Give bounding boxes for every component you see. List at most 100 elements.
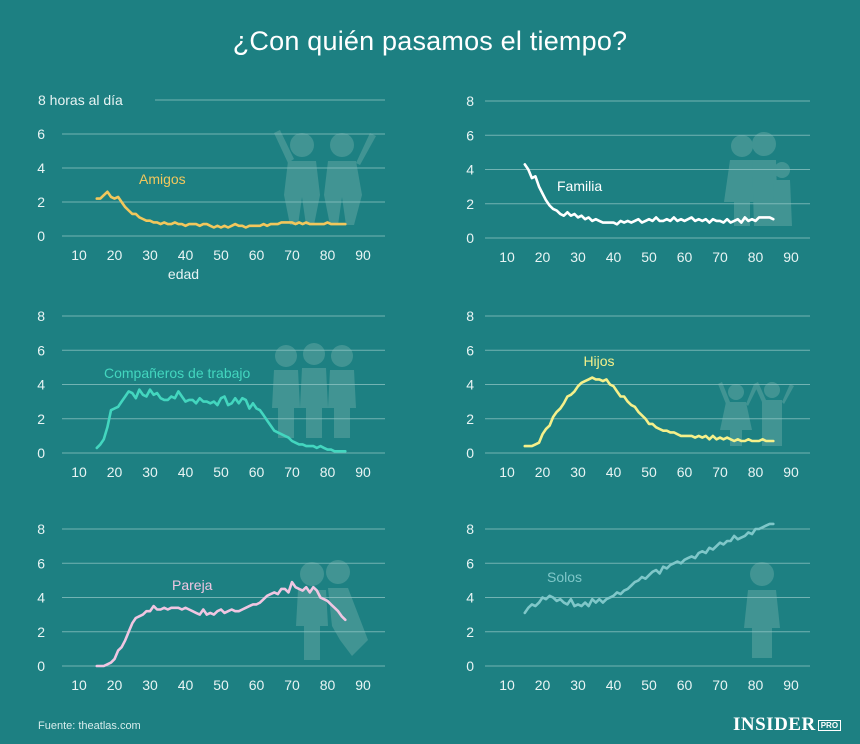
x-tick-label: 70 <box>712 464 728 480</box>
chart-panel-3: 0 2 4 6 8 10 20 30 40 50 60 70 80 90 Compañeros de tra… <box>37 308 385 480</box>
brand-logo: INSIDER PRO <box>733 714 842 736</box>
series-line <box>523 163 775 226</box>
series-label: Solos <box>547 569 582 585</box>
y-tick-label: 2 <box>37 411 45 427</box>
x-tick-label: 20 <box>107 677 123 693</box>
x-tick-label: 70 <box>712 249 728 265</box>
x-tick-label: 80 <box>320 464 336 480</box>
x-tick-label: 50 <box>641 249 657 265</box>
source-note: Fuente: theatlas.com <box>38 720 141 732</box>
y-tick-label: 6 <box>37 342 45 358</box>
x-tick-label: 20 <box>535 677 551 693</box>
series-label: Amigos <box>139 171 186 187</box>
person-icon <box>744 562 780 658</box>
y-tick-label: 4 <box>466 590 474 606</box>
x-tick-label: 50 <box>641 464 657 480</box>
x-tick-label: 90 <box>783 464 799 480</box>
x-tick-label: 30 <box>142 464 158 480</box>
x-tick-label: 40 <box>178 464 194 480</box>
y-tick-label: 0 <box>466 230 474 246</box>
x-tick-label: 30 <box>570 677 586 693</box>
y-tick-label: 2 <box>37 194 45 210</box>
y-axis-label: 8 horas al día <box>38 92 123 108</box>
y-tick-label: 0 <box>466 658 474 674</box>
x-tick-label: 80 <box>748 677 764 693</box>
x-tick-label: 10 <box>499 249 515 265</box>
y-tick-label: 2 <box>466 624 474 640</box>
series-line <box>95 388 347 453</box>
x-tick-label: 70 <box>712 677 728 693</box>
x-tick-label: 10 <box>499 464 515 480</box>
couple-icon <box>296 560 368 660</box>
series-label: Hijos <box>583 353 614 369</box>
family-icon <box>724 132 792 226</box>
x-tick-label: 20 <box>107 247 123 263</box>
x-tick-label: 60 <box>677 464 693 480</box>
y-tick-label: 0 <box>37 445 45 461</box>
children-icon <box>718 382 794 446</box>
x-tick-label: 30 <box>142 677 158 693</box>
series-line <box>523 376 775 448</box>
x-tick-label: 20 <box>535 464 551 480</box>
x-tick-label: 50 <box>213 464 229 480</box>
x-tick-label: 50 <box>213 247 229 263</box>
x-tick-label: 90 <box>783 249 799 265</box>
x-tick-label: 80 <box>320 247 336 263</box>
x-tick-label: 10 <box>71 677 87 693</box>
y-tick-label: 6 <box>37 126 45 142</box>
y-tick-label: 0 <box>37 228 45 244</box>
series-label: Familia <box>557 178 602 194</box>
y-tick-label: 2 <box>466 411 474 427</box>
x-tick-label: 70 <box>284 247 300 263</box>
y-tick-label: 4 <box>466 377 474 393</box>
brand-name: INSIDER <box>733 714 816 735</box>
y-tick-label: 8 <box>466 521 474 537</box>
x-tick-label: 90 <box>355 677 371 693</box>
x-tick-label: 20 <box>107 464 123 480</box>
y-tick-label: 8 <box>37 308 45 324</box>
y-tick-label: 2 <box>466 196 474 212</box>
x-tick-label: 90 <box>783 677 799 693</box>
x-tick-label: 10 <box>499 677 515 693</box>
x-tick-label: 30 <box>570 464 586 480</box>
y-tick-label: 6 <box>37 555 45 571</box>
y-tick-label: 6 <box>466 555 474 571</box>
x-tick-label: 40 <box>178 677 194 693</box>
y-tick-label: 4 <box>466 162 474 178</box>
x-tick-label: 40 <box>606 677 622 693</box>
y-tick-label: 0 <box>466 445 474 461</box>
y-tick-label: 6 <box>466 127 474 143</box>
x-tick-label: 40 <box>606 464 622 480</box>
x-tick-label: 20 <box>535 249 551 265</box>
x-tick-label: 60 <box>249 677 265 693</box>
chart-panel-4: 0 2 4 6 8 10 20 30 40 50 60 70 80 90 Hijos <box>466 308 810 480</box>
y-tick-label: 4 <box>37 160 45 176</box>
x-tick-label: 40 <box>178 247 194 263</box>
y-tick-label: 4 <box>37 590 45 606</box>
y-tick-label: 8 <box>466 308 474 324</box>
series-line <box>95 580 347 668</box>
chart-panel-2: 0 2 4 6 8 10 20 30 40 50 60 70 80 90 Familia <box>466 93 810 265</box>
friends-icon <box>274 130 376 225</box>
page-title: ¿Con quién pasamos el tiempo? <box>232 26 628 56</box>
x-tick-label: 90 <box>355 464 371 480</box>
series-line <box>523 522 775 615</box>
x-tick-label: 80 <box>748 249 764 265</box>
x-tick-label: 10 <box>71 464 87 480</box>
x-axis-label: edad <box>168 266 199 282</box>
brand-suffix: PRO <box>817 720 842 731</box>
x-tick-label: 80 <box>748 464 764 480</box>
x-tick-label: 10 <box>71 247 87 263</box>
x-tick-label: 40 <box>606 249 622 265</box>
x-tick-label: 90 <box>355 247 371 263</box>
y-tick-label: 8 <box>37 521 45 537</box>
y-tick-label: 6 <box>466 342 474 358</box>
y-tick-label: 8 <box>466 93 474 109</box>
chart-panel-6: 0 2 4 6 8 10 20 30 40 50 60 70 80 90 Solos <box>466 521 810 693</box>
series-label: Pareja <box>172 577 213 593</box>
y-tick-label: 2 <box>37 624 45 640</box>
x-tick-label: 30 <box>570 249 586 265</box>
x-tick-label: 50 <box>641 677 657 693</box>
x-tick-label: 60 <box>249 247 265 263</box>
